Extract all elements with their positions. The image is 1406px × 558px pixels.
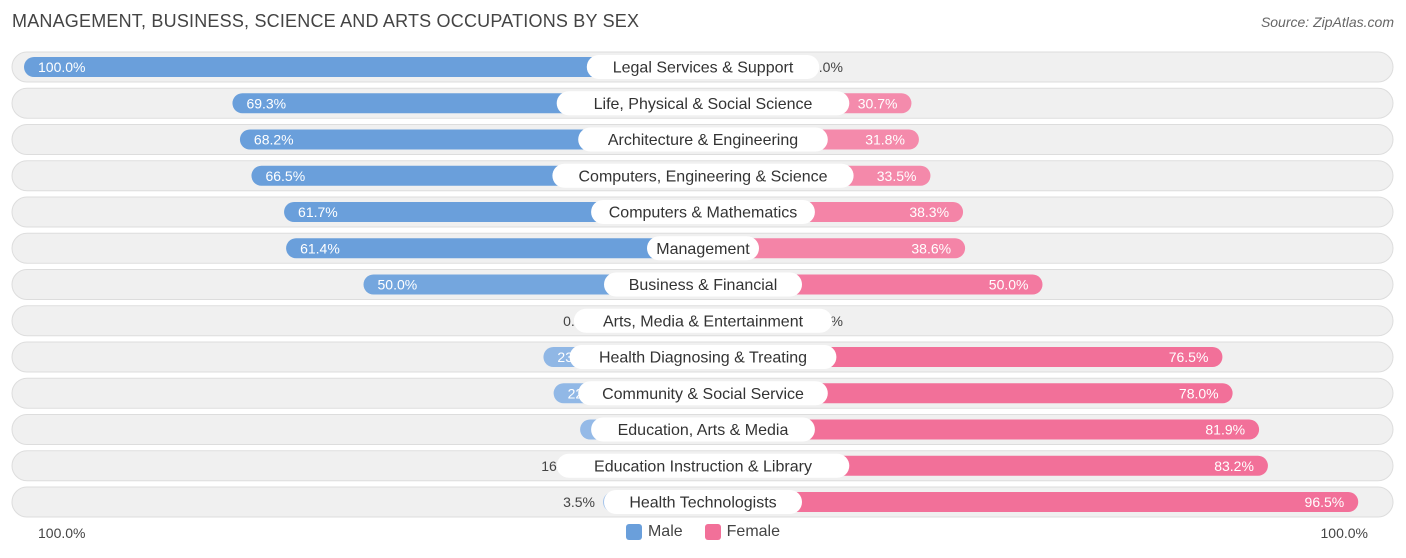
category-pill [604, 490, 802, 514]
legend-swatch-male [625, 524, 642, 540]
bar-row: 100.0% 0.0% Legal Services & Support [11, 51, 1394, 83]
category-label: Education, Arts & Media [618, 422, 789, 439]
category-label: Business & Financial [629, 277, 778, 294]
legend-item-male: Male [625, 523, 683, 541]
value-label-female: 38.3% [909, 204, 949, 220]
value-label-male: 61.4% [300, 240, 340, 256]
category-pill [573, 308, 833, 333]
category-pill [578, 127, 828, 152]
value-label-female: 33.5% [877, 168, 917, 184]
value-label-female: 96.5% [1305, 494, 1345, 510]
chart-canvas: 100.0% 0.0% Legal Services & Support 69.3% 3… [11, 51, 1394, 518]
value-label-male: 69.3% [246, 95, 286, 111]
category-pill [591, 200, 815, 224]
category-label: Life, Physical & Social Science [594, 96, 813, 113]
bar-row: 61.4% 38.6% Management [11, 232, 1394, 264]
bar-male [24, 57, 713, 77]
legend-label-female: Female [726, 523, 781, 540]
category-pill [578, 381, 828, 406]
category-pill [586, 55, 820, 79]
value-label-female: 76.5% [1169, 349, 1209, 365]
category-pill [556, 91, 850, 116]
value-label-female: 31.8% [865, 132, 905, 148]
category-label: Legal Services & Support [613, 60, 794, 77]
bar-row: 0.0%0.0%Arts, Media & Entertainment [11, 305, 1394, 337]
bar-row: 69.3% 30.7% Life, Physical & Social Scienc… [11, 87, 1394, 119]
category-label: Architecture & Engineering [608, 132, 798, 149]
bar-row: 66.5% 33.5% Computers, Engineering & Scien… [11, 160, 1394, 192]
bar-row: 61.7% 38.3% Computers & Mathematics [11, 196, 1394, 228]
value-label-female: 38.6% [911, 240, 951, 256]
bar-female [693, 238, 966, 259]
bar-row: 23.5%76.5%Health Diagnosing & Treating [11, 341, 1394, 373]
category-pill [556, 453, 850, 478]
category-label: Management [656, 241, 750, 258]
value-label-male: 66.5% [265, 168, 305, 184]
category-label: Computers, Engineering & Science [578, 168, 827, 185]
category-label: Community & Social Service [602, 386, 804, 403]
axis-left-label: 100.0% [38, 525, 86, 541]
legend-item-female: Female [704, 523, 781, 541]
value-label-female: 81.9% [1205, 422, 1245, 438]
category-label: Health Diagnosing & Treating [599, 350, 807, 367]
bar-row: 16.8%83.2%Education Instruction & Librar… [11, 450, 1394, 482]
bar-row: 68.2% 31.8% Architecture & Engineering [11, 124, 1394, 155]
category-pill [591, 417, 815, 442]
bar-row: 22.0%78.0%Community & Social Service [11, 377, 1394, 409]
legend-label-male: Male [647, 523, 683, 540]
value-label-male: 100.0% [38, 59, 85, 75]
bar-female [693, 492, 1359, 512]
category-label: Computers & Mathematics [609, 205, 798, 222]
bar-row: 3.5% 96.5% Health Technologists [11, 486, 1394, 518]
value-label-female: 50.0% [989, 277, 1029, 293]
bar-row: 18.1%81.9%Education, Arts & Media [11, 414, 1394, 445]
category-label: Health Technologists [629, 495, 776, 512]
category-pill [569, 345, 837, 369]
value-label-female: 83.2% [1214, 458, 1254, 474]
value-label-male: 3.5% [563, 494, 595, 510]
value-label-female: 78.0% [1179, 385, 1219, 401]
category-pill [647, 236, 759, 261]
bar-female [693, 419, 1260, 440]
value-label-female: 30.7% [858, 95, 898, 111]
axis-right-label: 100.0% [1320, 525, 1368, 541]
category-label: Education Instruction & Library [594, 458, 812, 475]
bar-female [693, 383, 1233, 404]
chart-title: MANAGEMENT, BUSINESS, SCIENCE AND ARTS O… [12, 11, 640, 31]
source-label: Source: ZipAtlas.com [1260, 14, 1394, 30]
bar-male [286, 238, 713, 259]
legend-swatch-female [704, 524, 721, 540]
value-label-male: 61.7% [298, 204, 338, 220]
category-label: Arts, Media & Entertainment [603, 313, 804, 330]
category-pill [552, 163, 854, 188]
value-label-male: 50.0% [378, 277, 418, 293]
bar-row: 50.0% 50.0% Business & Financial [11, 269, 1394, 300]
category-pill [604, 272, 802, 297]
legend: Male Female [0, 523, 1406, 541]
value-label-female: 0.0% [811, 59, 843, 75]
value-label-male: 68.2% [254, 132, 294, 148]
